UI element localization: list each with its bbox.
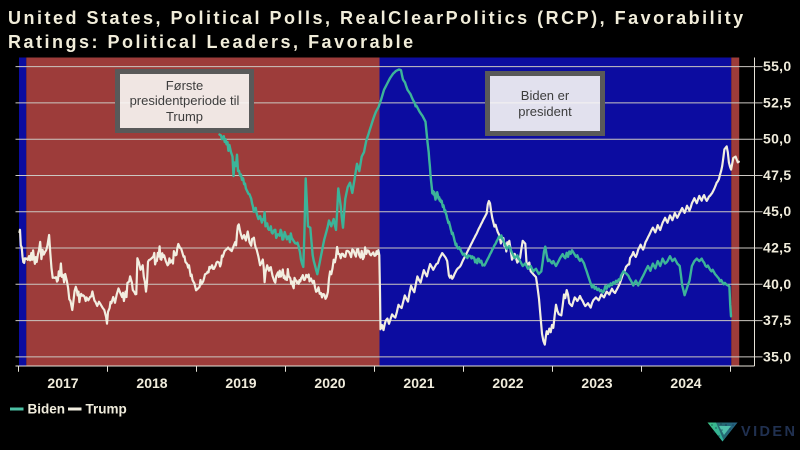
svg-text:2021: 2021 bbox=[403, 375, 434, 391]
svg-text:2023: 2023 bbox=[581, 375, 612, 391]
svg-text:2018: 2018 bbox=[136, 375, 167, 391]
svg-text:50,0: 50,0 bbox=[763, 131, 791, 147]
svg-text:42,5: 42,5 bbox=[763, 240, 791, 256]
svg-text:VIDEN: VIDEN bbox=[741, 424, 797, 440]
svg-text:Trump: Trump bbox=[86, 402, 127, 417]
svg-text:52,5: 52,5 bbox=[763, 94, 791, 110]
svg-text:2017: 2017 bbox=[47, 375, 78, 391]
svg-text:2019: 2019 bbox=[225, 375, 256, 391]
svg-text:40,0: 40,0 bbox=[763, 276, 791, 292]
svg-text:2022: 2022 bbox=[492, 375, 523, 391]
svg-text:55,0: 55,0 bbox=[763, 58, 791, 74]
svg-text:Biden: Biden bbox=[28, 402, 66, 417]
svg-text:35,0: 35,0 bbox=[763, 348, 791, 364]
svg-text:2024: 2024 bbox=[670, 375, 701, 391]
svg-text:45,0: 45,0 bbox=[763, 203, 791, 219]
svg-text:2020: 2020 bbox=[314, 375, 345, 391]
svg-text:47,5: 47,5 bbox=[763, 167, 791, 183]
svg-text:37,5: 37,5 bbox=[763, 312, 791, 328]
